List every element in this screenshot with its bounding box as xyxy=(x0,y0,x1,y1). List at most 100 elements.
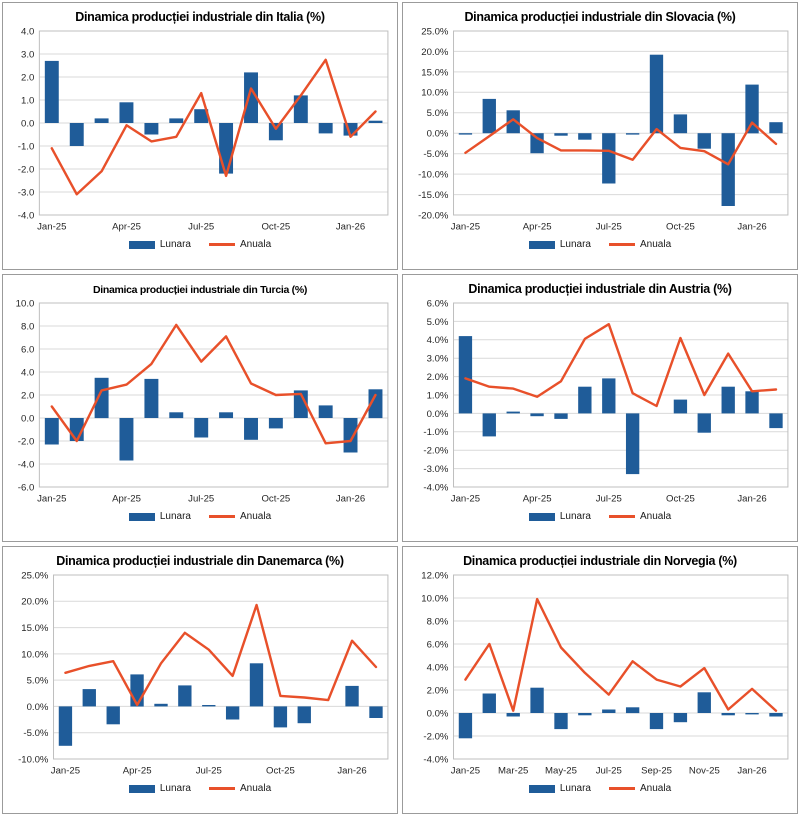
svg-text:6.0: 6.0 xyxy=(21,344,34,355)
svg-text:Apr-25: Apr-25 xyxy=(112,222,141,233)
svg-text:-4.0: -4.0 xyxy=(18,210,35,221)
legend-bar-swatch xyxy=(128,784,155,793)
line-series-anuala xyxy=(64,603,378,707)
line-series-anuala xyxy=(50,58,377,196)
svg-text:Jul-25: Jul-25 xyxy=(596,222,622,233)
svg-text:-3.0%: -3.0% xyxy=(423,464,449,475)
svg-text:Apr-25: Apr-25 xyxy=(523,222,552,233)
chart-panel-austria: Dinamica producției industriale din Aust… xyxy=(402,274,798,542)
svg-text:15.0%: 15.0% xyxy=(421,67,449,78)
svg-text:4.0: 4.0 xyxy=(21,26,34,37)
legend-bar-label: Lunara xyxy=(559,783,591,794)
svg-text:Jul-25: Jul-25 xyxy=(188,222,214,233)
line-series-anuala xyxy=(464,597,778,712)
svg-text:3.0%: 3.0% xyxy=(427,354,449,365)
svg-text:25.0%: 25.0% xyxy=(21,570,49,581)
svg-text:2.0%: 2.0% xyxy=(427,685,449,696)
svg-text:Jan-26: Jan-26 xyxy=(737,222,766,233)
svg-text:10.0%: 10.0% xyxy=(21,649,49,660)
x-axis-labels: Jan-25 Apr-25 Jul-25 Oct-25 Jan-26 xyxy=(51,766,367,777)
y-axis-labels: 25.0% 20.0% 15.0% 10.0% 5.0% 0.0% -5.0% -10.0% xyxy=(18,570,49,765)
svg-text:Oct-25: Oct-25 xyxy=(261,222,290,233)
svg-text:Apr-25: Apr-25 xyxy=(523,494,552,505)
chart-panel-danemarca: Dinamica producției industriale din Dane… xyxy=(2,546,398,814)
bar-series-lunara xyxy=(44,377,383,461)
bar-series-lunara xyxy=(58,663,383,746)
legend-bar-swatch xyxy=(528,512,555,521)
svg-text:20.0%: 20.0% xyxy=(21,597,49,608)
svg-text:Apr-25: Apr-25 xyxy=(112,494,141,505)
svg-text:0.0: 0.0 xyxy=(21,118,34,129)
chart-title-turcia: Dinamica producției industriale din Turc… xyxy=(92,284,308,296)
chart-title-italia: Dinamica producției industriale din Ital… xyxy=(75,10,325,24)
y-axis-labels: 12.0% 10.0% 8.0% 6.0% 4.0% 2.0% 0.0% -2.0% -4.0% xyxy=(421,570,449,765)
chart-panel-norvegia: Dinamica producției industriale din Norv… xyxy=(402,546,798,814)
svg-text:2.0: 2.0 xyxy=(21,72,34,83)
legend-line-label: Anuala xyxy=(640,511,672,522)
svg-text:-4.0%: -4.0% xyxy=(423,482,449,493)
bar-series-lunara xyxy=(458,336,783,475)
line-series-anuala xyxy=(464,323,778,408)
legend-bar-label: Lunara xyxy=(159,783,191,794)
chart-plot-danemarca: 25.0%20.0%15.0%10.0%5.0%0.0%-5.0%-10.0%J… xyxy=(18,570,389,777)
svg-text:2.0%: 2.0% xyxy=(427,372,449,383)
svg-text:1.0%: 1.0% xyxy=(427,390,449,401)
chart-title-danemarca: Dinamica producției industriale din Dane… xyxy=(56,554,344,568)
svg-text:Jan-25: Jan-25 xyxy=(451,494,480,505)
svg-text:Jan-25: Jan-25 xyxy=(37,222,66,233)
legend-bar-swatch xyxy=(128,240,155,249)
legend-bar-label: Lunara xyxy=(159,239,191,250)
chart-legend-norvegia: Lunara Anuala xyxy=(403,783,797,794)
svg-text:Jan-26: Jan-26 xyxy=(737,766,766,777)
x-axis-labels: Jan-25 Apr-25 Jul-25 Oct-25 Jan-26 xyxy=(451,494,767,505)
svg-text:Oct-25: Oct-25 xyxy=(666,494,695,505)
svg-text:-4.0: -4.0 xyxy=(18,459,35,470)
svg-text:5.0%: 5.0% xyxy=(427,317,449,328)
y-axis-labels: 6.0% 5.0% 4.0% 3.0% 2.0% 1.0% 0.0% -1.0% -2.0% -3… xyxy=(423,298,449,493)
svg-text:0.0%: 0.0% xyxy=(427,708,449,719)
svg-text:Jan-26: Jan-26 xyxy=(336,494,365,505)
svg-text:Jul-25: Jul-25 xyxy=(196,766,222,777)
svg-text:0.0%: 0.0% xyxy=(27,702,49,713)
svg-text:Jan-26: Jan-26 xyxy=(337,766,366,777)
svg-text:1.0: 1.0 xyxy=(21,95,34,106)
y-gridlines xyxy=(53,574,388,760)
bar-series-lunara xyxy=(44,60,383,174)
plot-border xyxy=(453,302,789,488)
svg-text:Apr-25: Apr-25 xyxy=(123,766,152,777)
svg-text:20.0%: 20.0% xyxy=(421,47,449,58)
svg-text:Sep-25: Sep-25 xyxy=(641,766,672,777)
legend-bar-swatch xyxy=(528,240,555,249)
svg-text:Oct-25: Oct-25 xyxy=(266,766,295,777)
chart-legend-austria: Lunara Anuala xyxy=(403,511,797,522)
legend-line-swatch xyxy=(209,787,235,790)
legend-bar-label: Lunara xyxy=(159,511,191,522)
legend-line-swatch xyxy=(609,787,635,790)
chart-legend-turcia: Lunara Anuala xyxy=(3,511,397,522)
svg-text:Jan-26: Jan-26 xyxy=(737,494,766,505)
y-gridlines xyxy=(39,302,388,488)
svg-text:-1.0%: -1.0% xyxy=(423,427,449,438)
svg-text:8.0%: 8.0% xyxy=(427,616,449,627)
svg-text:Jan-25: Jan-25 xyxy=(37,494,66,505)
svg-text:Jul-25: Jul-25 xyxy=(596,494,622,505)
svg-text:10.0%: 10.0% xyxy=(421,88,449,99)
svg-text:-1.0: -1.0 xyxy=(18,141,35,152)
svg-text:-2.0%: -2.0% xyxy=(423,731,449,742)
legend-line-swatch xyxy=(209,515,235,518)
plot-border xyxy=(38,302,389,488)
chart-legend-italia: Lunara Anuala xyxy=(3,239,397,250)
chart-panel-slovacia: Dinamica producției industriale din Slov… xyxy=(402,2,798,270)
chart-plot-austria: 6.0% 5.0% 4.0% 3.0% 2.0% 1.0% 0.0% -1.0% -2.0% -3… xyxy=(423,298,789,505)
svg-text:-6.0: -6.0 xyxy=(18,482,35,493)
svg-text:-10.0%: -10.0% xyxy=(18,754,49,765)
legend-line-label: Anuala xyxy=(240,239,272,250)
x-axis-labels: Jan-25 Apr-25 Jul-25 Oct-25 Jan-26 xyxy=(37,222,365,233)
svg-text:Mar-25: Mar-25 xyxy=(498,766,528,777)
y-axis-labels: 10.0 8.0 6.0 4.0 2.0 0.0 -2.0 -4.0 -6.0 xyxy=(16,298,35,493)
svg-text:25.0%: 25.0% xyxy=(421,26,449,37)
x-axis-labels: Jan-25 Apr-25 Jul-25 Oct-25 Jan-26 xyxy=(37,494,365,505)
svg-text:-20.0%: -20.0% xyxy=(418,210,449,221)
